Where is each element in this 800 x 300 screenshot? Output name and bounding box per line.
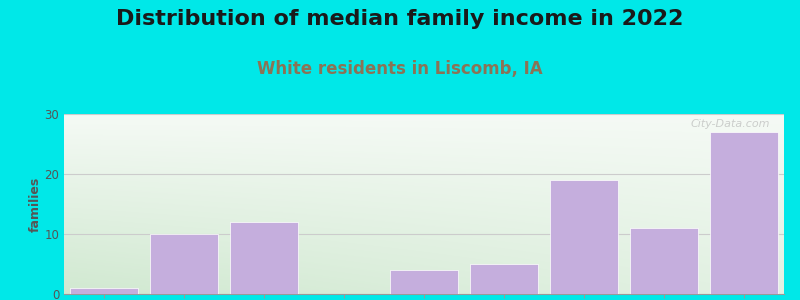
Bar [710,132,778,294]
Bar [230,222,298,294]
Bar [470,264,538,294]
Bar [390,270,458,294]
Bar [70,288,138,294]
Y-axis label: families: families [29,176,42,232]
Text: Distribution of median family income in 2022: Distribution of median family income in … [116,9,684,29]
Text: City-Data.com: City-Data.com [690,119,770,129]
Text: White residents in Liscomb, IA: White residents in Liscomb, IA [257,60,543,78]
Bar [550,180,618,294]
Bar [150,234,218,294]
Bar [630,228,698,294]
